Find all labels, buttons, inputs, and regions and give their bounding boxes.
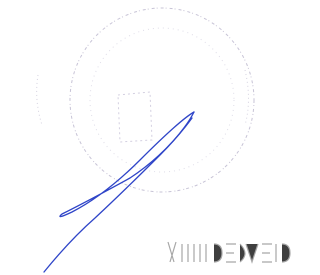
page bbox=[0, 0, 295, 275]
stamp-signature-image bbox=[0, 0, 295, 275]
background bbox=[0, 0, 295, 275]
